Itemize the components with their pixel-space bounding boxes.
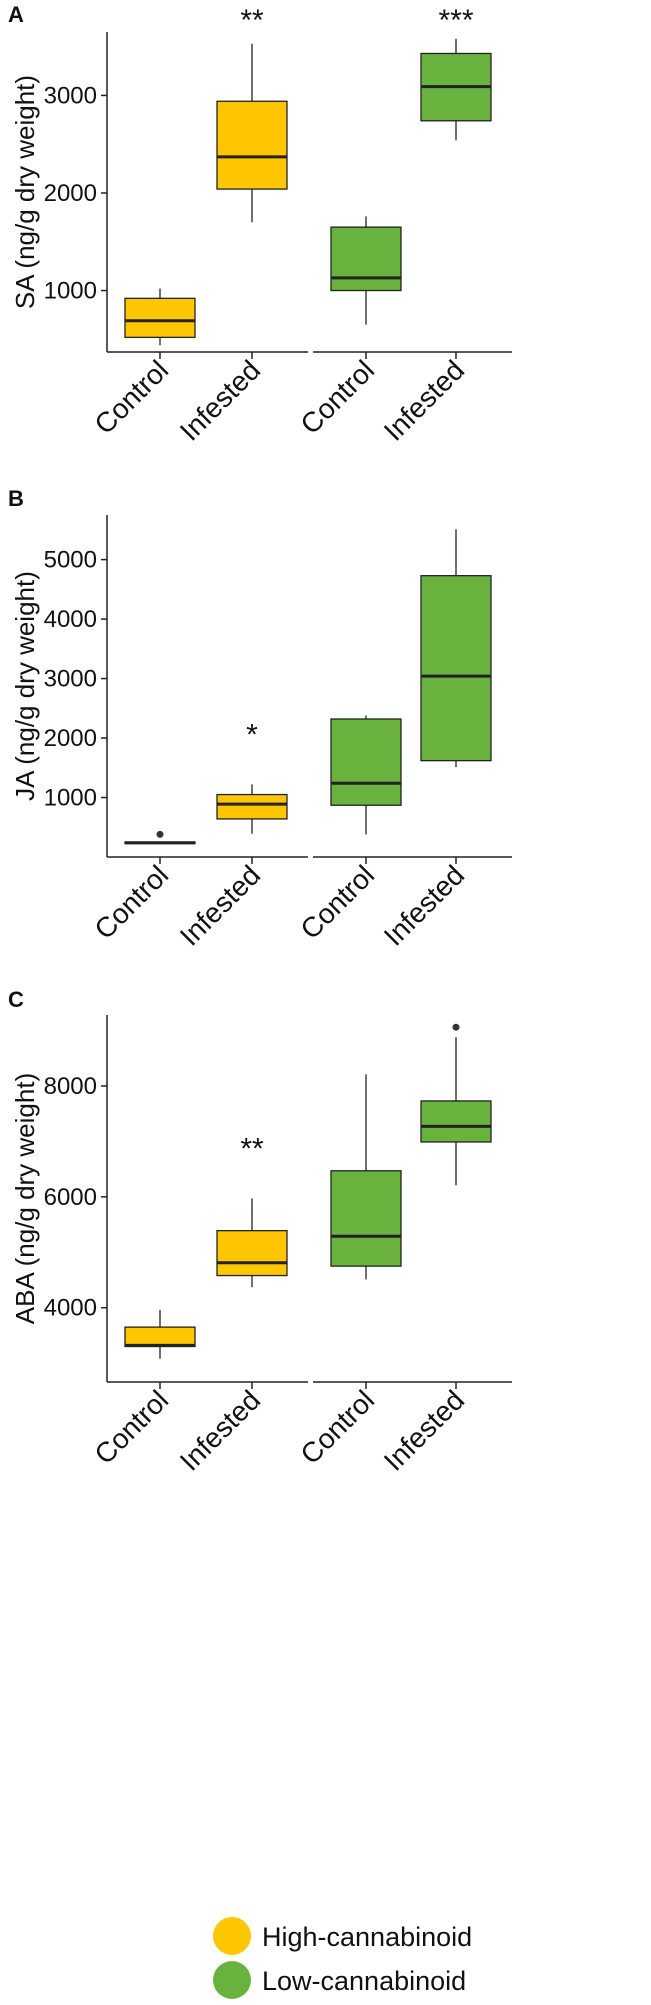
iqr-box — [216, 793, 288, 820]
box-high-cannabinoid-infested: Infested ** — [174, 1133, 288, 1477]
iqr-box — [330, 718, 402, 806]
y-tick-label: 3000 — [44, 82, 97, 109]
legend-label-low-cannabinoid: Low-cannabinoid — [262, 1966, 466, 1996]
legend-swatch-low-cannabinoid — [213, 1961, 251, 1999]
iqr-box — [420, 1100, 492, 1143]
panel-label: B — [8, 486, 24, 511]
x-tick-label: Control — [88, 354, 174, 440]
x-tick-label: Infested — [378, 859, 470, 951]
y-tick-label: 1000 — [44, 278, 97, 305]
x-tick-label: Control — [294, 859, 380, 945]
iqr-box — [420, 575, 492, 762]
x-tick-label: Infested — [378, 354, 470, 446]
box-high-cannabinoid-control: Control — [88, 288, 196, 440]
box-high-cannabinoid-control: Control — [88, 1309, 196, 1470]
significance-marker: ** — [240, 4, 264, 37]
x-tick-label: Control — [88, 1384, 174, 1470]
y-axis-title: SA (ng/g dry weight) — [10, 75, 40, 309]
panel-label: A — [8, 2, 24, 27]
y-tick-label: 2000 — [44, 725, 97, 752]
x-tick-label: Infested — [174, 859, 266, 951]
outlier-point — [452, 1023, 460, 1031]
iqr-box — [124, 1326, 196, 1348]
box-high-cannabinoid-infested: Infested ** — [174, 4, 288, 447]
significance-marker: * — [246, 718, 258, 751]
box-low-cannabinoid-control: Control — [294, 1074, 402, 1470]
iqr-box — [330, 1170, 402, 1267]
y-tick-label: 3000 — [44, 666, 97, 693]
legend-swatch-high-cannabinoid — [213, 1917, 251, 1955]
x-tick-label: Infested — [174, 354, 266, 446]
y-tick-label: 4000 — [44, 606, 97, 633]
legend-label-high-cannabinoid: High-cannabinoid — [262, 1922, 472, 1952]
y-tick-label: 8000 — [44, 1073, 97, 1100]
box-low-cannabinoid-control: Control — [294, 715, 402, 945]
y-axis-title: JA (ng/g dry weight) — [10, 571, 40, 801]
y-tick-label: 4000 — [44, 1295, 97, 1322]
y-tick-label: 5000 — [44, 547, 97, 574]
iqr-box — [330, 226, 402, 292]
panel-label: C — [8, 987, 24, 1012]
box-low-cannabinoid-control: Control — [294, 216, 402, 440]
x-tick-label: Infested — [174, 1384, 266, 1476]
box-low-cannabinoid-infested: Infested *** — [378, 4, 492, 447]
outlier-point — [156, 830, 164, 838]
y-tick-label: 1000 — [44, 785, 97, 812]
x-tick-label: Infested — [378, 1384, 470, 1476]
box-high-cannabinoid-infested: Infested * — [174, 718, 288, 952]
x-tick-label: Control — [294, 354, 380, 440]
x-tick-label: Control — [294, 1384, 380, 1470]
iqr-box — [216, 100, 288, 190]
iqr-box — [216, 1230, 288, 1277]
y-axis-title: ABA (ng/g dry weight) — [10, 1073, 40, 1324]
legend: High-cannabinoid Low-cannabinoid — [213, 1917, 472, 1999]
iqr-box — [124, 297, 196, 339]
x-tick-label: Control — [88, 859, 174, 945]
significance-marker: *** — [438, 4, 473, 37]
y-tick-label: 2000 — [44, 180, 97, 207]
y-tick-label: 6000 — [44, 1184, 97, 1211]
significance-marker: ** — [240, 1133, 264, 1166]
